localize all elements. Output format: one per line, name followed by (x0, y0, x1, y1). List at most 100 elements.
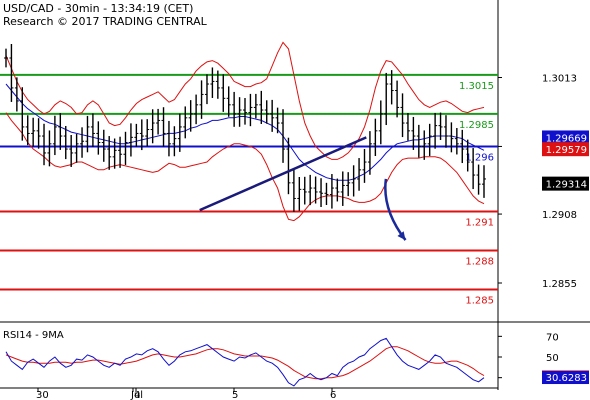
level-label: 1.288 (465, 256, 494, 267)
price-bar (367, 131, 372, 175)
forecast-arrow (384, 178, 407, 241)
price-bar (183, 106, 188, 139)
price-bar (63, 125, 68, 160)
price-bar (351, 165, 356, 197)
price-bar (357, 158, 362, 191)
price-bar (74, 133, 79, 163)
price-bar (156, 108, 161, 135)
price-bar (253, 93, 258, 119)
price-bar (471, 148, 476, 190)
price-bar (221, 74, 226, 112)
price-bar (319, 178, 324, 208)
price-bar (329, 174, 334, 209)
price-bar (324, 182, 329, 205)
price-bar (215, 70, 220, 99)
price-bar (395, 80, 400, 118)
price-bar (275, 107, 280, 134)
price-bar (460, 129, 465, 164)
price-bar (297, 176, 302, 211)
level-label: 1.291 (465, 217, 494, 228)
price-bar (9, 44, 14, 102)
price-tag: 1.29579 (542, 142, 589, 157)
price-tag: 1.29669 (542, 130, 589, 145)
price-bar (449, 122, 454, 153)
price-bar (42, 123, 47, 166)
y-tick-label: 1.2855 (542, 279, 577, 290)
price-bar (438, 112, 443, 140)
price-bar (405, 113, 410, 141)
price-bar (465, 139, 470, 172)
price-bar (80, 127, 85, 158)
chart-title: USD/CAD - 30min - 13:34:19 (CET) (3, 2, 194, 15)
price-tag-box (542, 142, 589, 157)
rsi-tag-box (542, 371, 589, 385)
price-bar (204, 74, 209, 105)
price-bar (259, 90, 264, 124)
price-bar (237, 97, 242, 127)
price-bar (4, 48, 8, 68)
bollinger-upper (5, 41, 485, 160)
level-label: 1.285 (465, 295, 494, 306)
price-bar (52, 115, 57, 156)
price-bar (362, 149, 367, 183)
price-bar (416, 124, 421, 158)
rsi-line (5, 337, 485, 387)
price-bar (313, 176, 318, 204)
price-bar (194, 94, 199, 125)
price-bar (107, 136, 112, 170)
price-bar (134, 123, 139, 147)
y-tick-label: 1.3013 (542, 74, 577, 85)
price-bar (20, 87, 25, 141)
chart-copyright: Research © 2017 TRADING CENTRAL (3, 15, 207, 28)
price-bar (199, 80, 204, 119)
price-tag-label: 1.29579 (546, 145, 587, 156)
price-tag: 1.29314 (542, 176, 589, 191)
rsi-tick-label: 50 (546, 353, 559, 364)
price-bar (264, 100, 269, 124)
price-bar (139, 119, 144, 151)
rsi-label: RSI14 - 9MA (3, 330, 64, 341)
price-bar (47, 130, 52, 167)
price-bar (427, 123, 432, 157)
price-bar (443, 115, 448, 148)
price-bar (270, 99, 275, 132)
x-tick-label: 4 (134, 390, 140, 400)
price-bar (166, 120, 171, 157)
price-bar (128, 123, 133, 157)
price-bar (384, 72, 389, 126)
price-bar (243, 98, 247, 125)
price-bar (14, 77, 19, 112)
price-bar (58, 113, 63, 150)
price-bar (286, 137, 291, 195)
price-bar (454, 128, 459, 155)
price-bar (422, 130, 427, 160)
price-bar (400, 93, 405, 138)
price-tag-box (542, 130, 589, 145)
level-label: 1.2985 (459, 120, 494, 131)
price-bar (302, 176, 307, 205)
price-bar (476, 164, 481, 195)
price-bar (101, 129, 106, 162)
price-bar (226, 86, 231, 117)
price-bar (232, 91, 237, 127)
price-bar (177, 113, 182, 152)
x-tick-label: 30 (36, 390, 49, 400)
rsi-tick-label: 70 (546, 332, 559, 343)
price-bar (172, 126, 177, 157)
price-bar (90, 113, 95, 147)
price-tag-box (542, 176, 589, 191)
price-bar (161, 107, 166, 147)
price-bar (31, 117, 36, 147)
price-bar (248, 93, 253, 127)
level-label: 1.3015 (459, 81, 494, 92)
price-bar (150, 109, 155, 144)
price-bar (96, 121, 101, 155)
price-bar (25, 115, 30, 146)
price-bar (389, 70, 394, 105)
x-tick-label: 6 (330, 390, 336, 400)
price-bar (145, 119, 150, 147)
price-bar (69, 134, 74, 167)
bollinger-lower (5, 112, 485, 222)
x-tick-label: 5 (232, 390, 238, 400)
